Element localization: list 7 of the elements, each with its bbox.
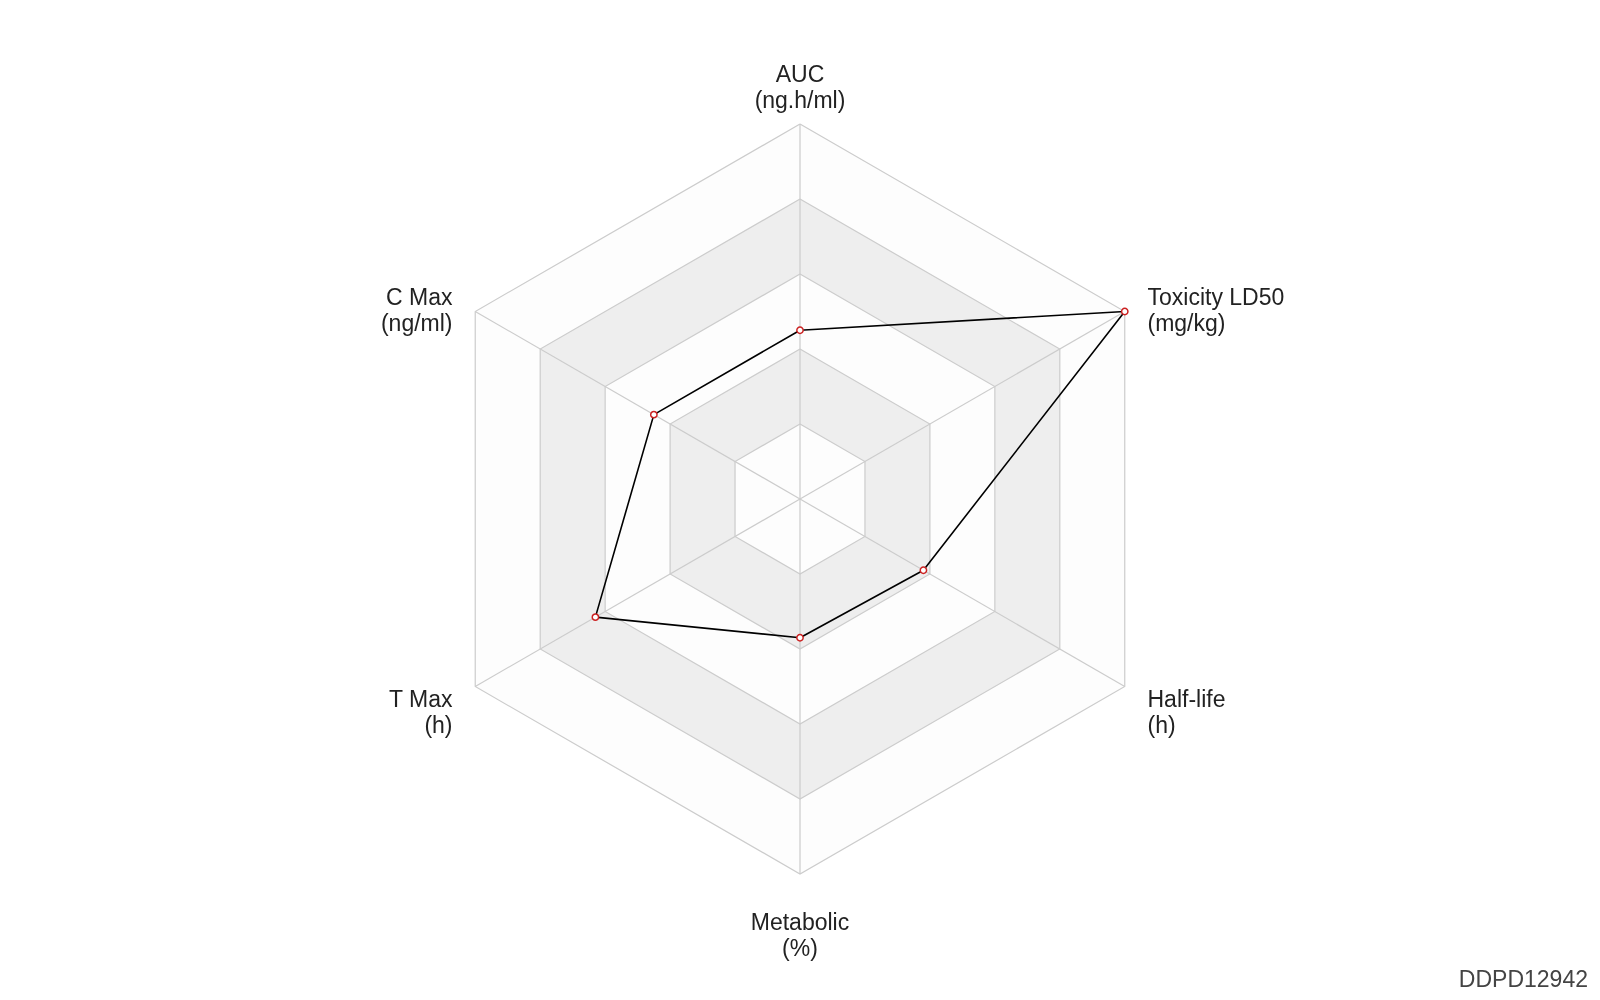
spoke-label: Toxicity LD50 (mg/kg) xyxy=(1147,284,1285,337)
spoke-label: C Max (ng/ml) xyxy=(380,284,453,337)
text: DDPD12942 xyxy=(1458,966,1588,992)
spoke-label: Half-life (h) xyxy=(1147,685,1226,738)
spoke-label: Metabolic (%) xyxy=(750,908,850,961)
spoke-label: T Max (h) xyxy=(389,685,453,738)
spoke-label: AUC (ng.h/ml) xyxy=(754,60,846,113)
